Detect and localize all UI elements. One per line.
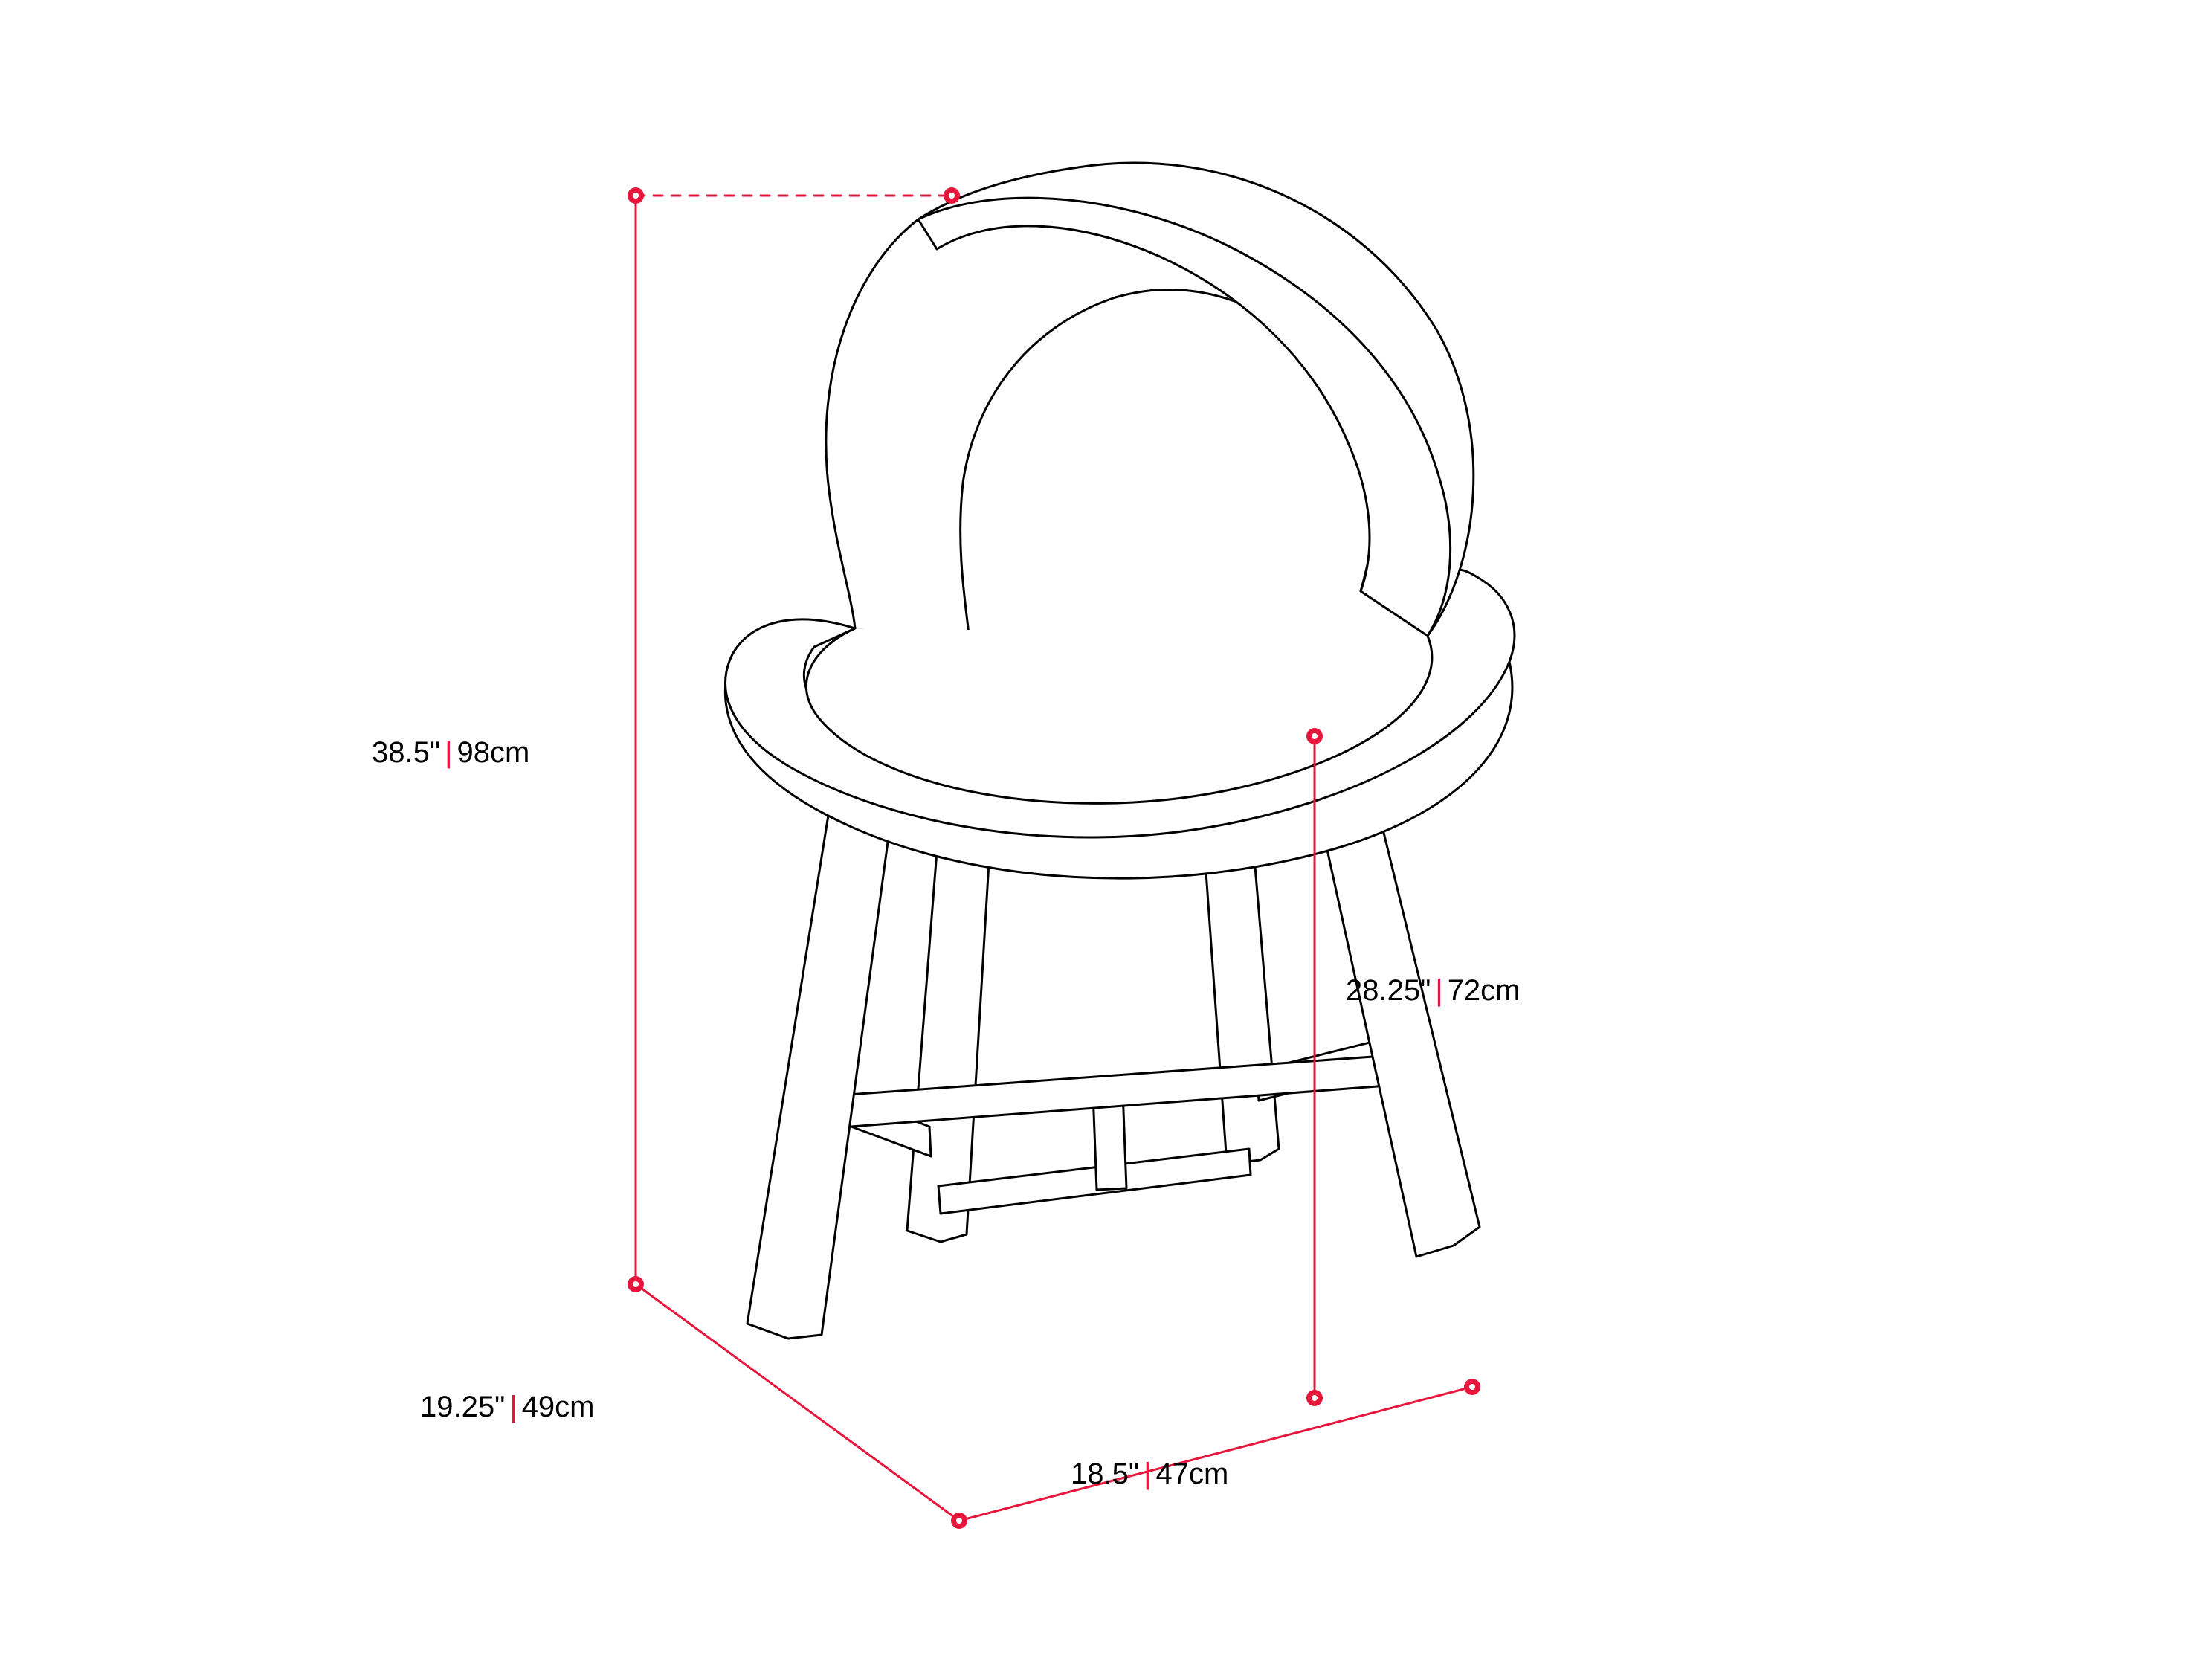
label-seat-height: 28.25"|72cm bbox=[1346, 974, 1521, 1008]
diagram-svg bbox=[0, 0, 2212, 1659]
depth-metric: 49cm bbox=[522, 1391, 595, 1423]
separator-icon: | bbox=[1431, 974, 1447, 1007]
label-depth: 19.25"|49cm bbox=[420, 1391, 595, 1424]
width-metric: 47cm bbox=[1155, 1457, 1228, 1490]
separator-icon: | bbox=[1139, 1457, 1155, 1490]
seat-imperial: 28.25" bbox=[1346, 974, 1431, 1007]
separator-icon: | bbox=[505, 1391, 521, 1423]
height-imperial: 38.5" bbox=[372, 736, 440, 769]
seat-metric: 72cm bbox=[1448, 974, 1521, 1007]
width-imperial: 18.5" bbox=[1071, 1457, 1139, 1490]
depth-imperial: 19.25" bbox=[420, 1391, 505, 1423]
label-width: 18.5"|47cm bbox=[1071, 1457, 1228, 1491]
label-height-total: 38.5"|98cm bbox=[372, 736, 529, 770]
stool-outline bbox=[725, 163, 1514, 1339]
dimension-diagram: 38.5"|98cm 28.25"|72cm 19.25"|49cm 18.5"… bbox=[0, 0, 2212, 1659]
separator-icon: | bbox=[440, 736, 457, 769]
height-metric: 98cm bbox=[457, 736, 529, 769]
